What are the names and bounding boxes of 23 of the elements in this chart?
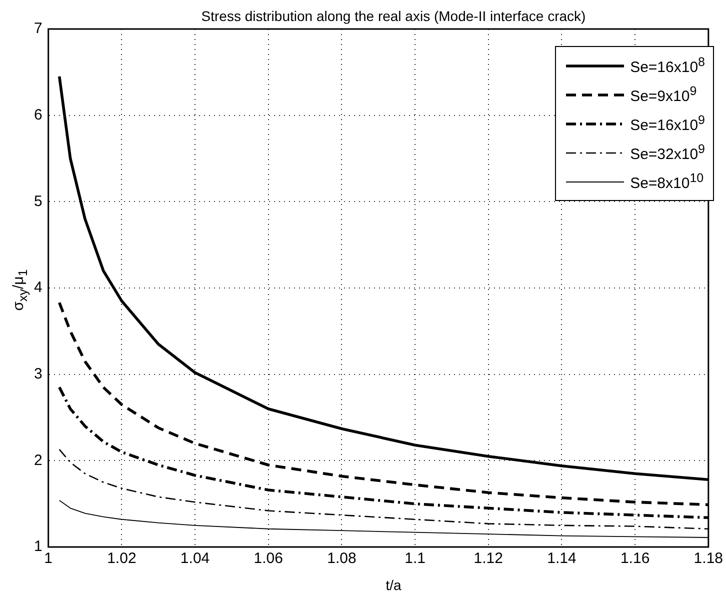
x-tick-label: 1.18 [694,550,724,568]
x-tick-label: 1.1 [404,550,426,568]
legend-label: Se=16x10$^{8}$ [630,55,705,76]
x-tick-label: 1.06 [254,550,283,568]
y-tick-label: 5 [34,192,42,210]
x-tick-label: 1.14 [547,550,576,568]
legend-label: Se=8x10$^{10}$ [630,171,704,192]
y-tick-label: 4 [34,279,42,296]
legend-label: Se=16x10$^{9}$ [630,113,705,134]
y-tick-label: 2 [34,452,42,469]
chart-title: Stress distribution along the real axis (Mode-II interface crack) [200,8,587,24]
y-tick-label: 6 [34,106,42,124]
x-tick-label: 1.02 [107,550,136,568]
legend-label: Se=9x10$^{9}$ [630,84,697,105]
x-tick-label: 1.16 [620,550,650,568]
x-axis-title: t/a [384,577,402,593]
y-tick-label: 3 [34,365,42,382]
x-tick-label: 1.04 [180,550,210,568]
x-tick-label: 1.12 [474,550,503,568]
x-tick-label: 1.08 [327,550,356,568]
y-tick-label: 1 [34,538,42,556]
legend-label: Se=32x10$^{9}$ [630,142,705,163]
y-tick-label: 7 [34,20,42,38]
